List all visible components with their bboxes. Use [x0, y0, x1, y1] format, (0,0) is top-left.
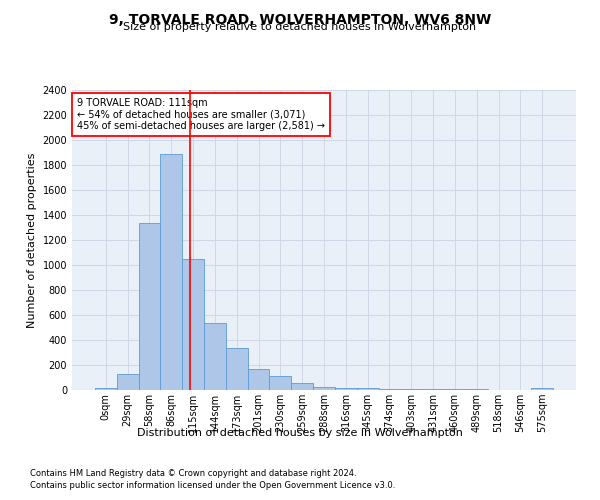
Bar	[160, 154, 182, 390]
Bar	[357, 388, 379, 390]
Text: Size of property relative to detached houses in Wolverhampton: Size of property relative to detached ho…	[124, 22, 476, 32]
Bar	[335, 388, 357, 390]
Bar	[117, 374, 139, 390]
Bar	[95, 388, 117, 390]
Y-axis label: Number of detached properties: Number of detached properties	[27, 152, 37, 328]
Bar	[531, 388, 553, 390]
Bar	[291, 382, 313, 390]
Text: 9, TORVALE ROAD, WOLVERHAMPTON, WV6 8NW: 9, TORVALE ROAD, WOLVERHAMPTON, WV6 8NW	[109, 12, 491, 26]
Bar	[182, 260, 204, 390]
Bar	[269, 376, 291, 390]
Bar	[139, 222, 160, 390]
Bar	[379, 389, 400, 390]
Bar	[204, 322, 226, 390]
Text: Contains HM Land Registry data © Crown copyright and database right 2024.: Contains HM Land Registry data © Crown c…	[30, 468, 356, 477]
Text: Contains public sector information licensed under the Open Government Licence v3: Contains public sector information licen…	[30, 481, 395, 490]
Text: Distribution of detached houses by size in Wolverhampton: Distribution of detached houses by size …	[137, 428, 463, 438]
Bar	[226, 348, 248, 390]
Bar	[313, 387, 335, 390]
Bar	[248, 369, 269, 390]
Text: 9 TORVALE ROAD: 111sqm
← 54% of detached houses are smaller (3,071)
45% of semi-: 9 TORVALE ROAD: 111sqm ← 54% of detached…	[77, 98, 325, 130]
Bar	[400, 389, 422, 390]
